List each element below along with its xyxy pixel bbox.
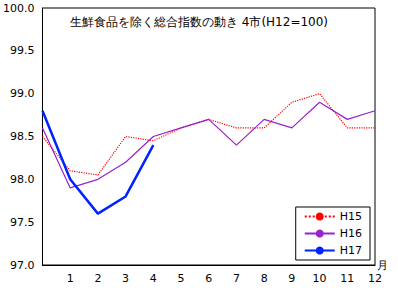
svg-text:8: 8 xyxy=(261,272,268,285)
svg-text:98.0: 98.0 xyxy=(10,173,35,186)
svg-text:98.5: 98.5 xyxy=(10,130,35,143)
svg-text:4: 4 xyxy=(150,272,157,285)
svg-text:5: 5 xyxy=(178,272,185,285)
svg-text:3: 3 xyxy=(122,272,129,285)
svg-text:2: 2 xyxy=(94,272,101,285)
svg-text:月: 月 xyxy=(377,259,388,272)
svg-text:H17: H17 xyxy=(340,244,362,257)
svg-text:1: 1 xyxy=(67,272,74,285)
svg-text:11: 11 xyxy=(340,272,354,285)
svg-text:6: 6 xyxy=(205,272,212,285)
svg-text:H16: H16 xyxy=(340,227,362,240)
svg-text:9: 9 xyxy=(288,272,295,285)
svg-text:100.0: 100.0 xyxy=(3,2,35,15)
svg-text:生鮮食品を除く総合指数の動き 4市(H12=100): 生鮮食品を除く総合指数の動き 4市(H12=100) xyxy=(70,15,328,29)
svg-text:97.5: 97.5 xyxy=(10,216,35,229)
svg-text:97.0: 97.0 xyxy=(10,259,35,272)
svg-text:99.0: 99.0 xyxy=(10,87,35,100)
svg-text:99.5: 99.5 xyxy=(10,44,35,57)
svg-text:10: 10 xyxy=(313,272,327,285)
svg-text:7: 7 xyxy=(233,272,240,285)
svg-text:12: 12 xyxy=(368,272,382,285)
svg-text:H15: H15 xyxy=(340,210,362,223)
